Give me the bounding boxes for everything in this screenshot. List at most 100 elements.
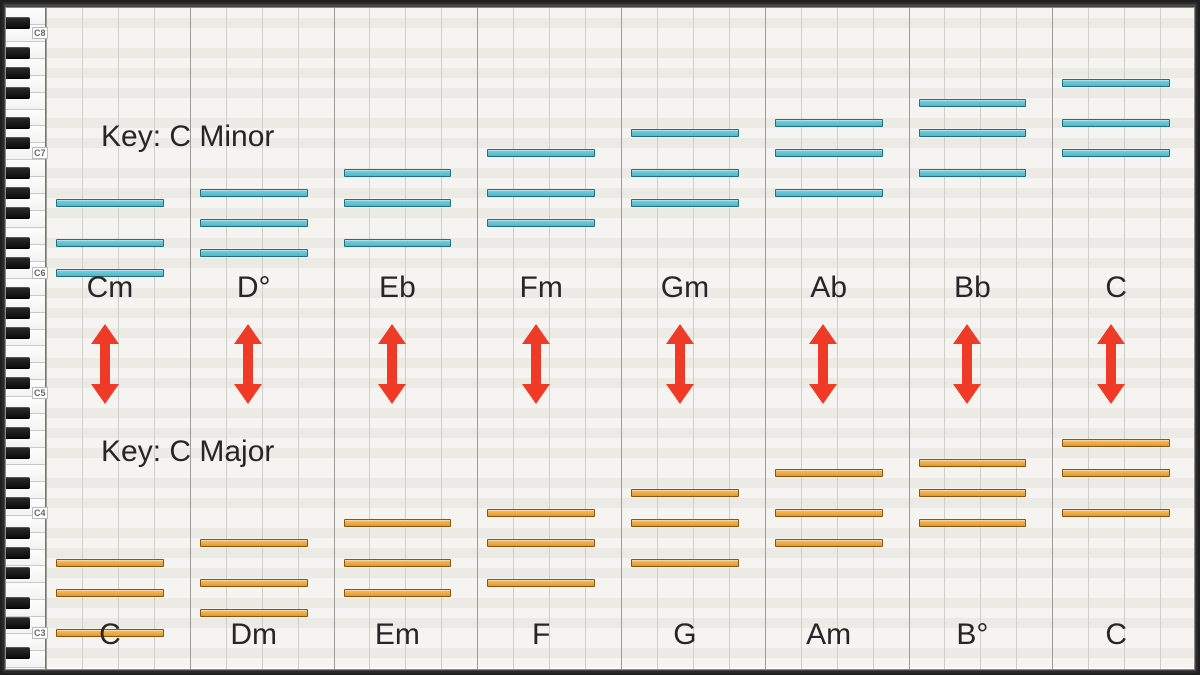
grid-row	[46, 18, 1194, 28]
midi-note[interactable]	[56, 239, 164, 247]
octave-label: C4	[32, 507, 48, 519]
midi-note[interactable]	[631, 559, 739, 567]
black-key[interactable]	[6, 327, 30, 339]
gridline	[1088, 8, 1089, 669]
black-key[interactable]	[6, 497, 30, 509]
midi-note[interactable]	[631, 169, 739, 177]
midi-note[interactable]	[631, 519, 739, 527]
swap-arrow-icon	[234, 324, 262, 404]
piano-roll-grid[interactable]: CmD°EbFmGmAbBbCCDmEmFGAmB°CKey: C MinorK…	[46, 8, 1194, 669]
grid-row	[46, 528, 1194, 538]
black-key[interactable]	[6, 187, 30, 199]
black-key[interactable]	[6, 567, 30, 579]
midi-note[interactable]	[344, 519, 452, 527]
black-key[interactable]	[6, 547, 30, 559]
black-key[interactable]	[6, 427, 30, 439]
grid-row	[46, 358, 1194, 368]
swap-arrow-icon	[953, 324, 981, 404]
black-key[interactable]	[6, 597, 30, 609]
black-key[interactable]	[6, 67, 30, 79]
midi-note[interactable]	[344, 199, 452, 207]
midi-note[interactable]	[919, 99, 1027, 107]
black-key[interactable]	[6, 617, 30, 629]
black-key[interactable]	[6, 647, 30, 659]
midi-note[interactable]	[487, 189, 595, 197]
midi-note[interactable]	[200, 249, 308, 257]
midi-note[interactable]	[56, 199, 164, 207]
grid-row	[46, 298, 1194, 308]
midi-note[interactable]	[919, 519, 1027, 527]
chord-label: F	[532, 618, 550, 652]
midi-note[interactable]	[1062, 79, 1170, 87]
midi-note[interactable]	[1062, 149, 1170, 157]
grid-row	[46, 58, 1194, 68]
black-key[interactable]	[6, 137, 30, 149]
gridline	[334, 8, 335, 669]
midi-note[interactable]	[631, 129, 739, 137]
black-key[interactable]	[6, 17, 30, 29]
midi-note[interactable]	[344, 589, 452, 597]
editor-content: C3C4C5C6C7C8 CmD°EbFmGmAbBbCCDmEmFGAmB°C…	[5, 7, 1195, 670]
grid-row	[46, 418, 1194, 428]
midi-note[interactable]	[919, 169, 1027, 177]
gridline	[621, 8, 622, 669]
piano-keyboard[interactable]: C3C4C5C6C7C8	[6, 8, 46, 669]
midi-note[interactable]	[487, 579, 595, 587]
grid-row	[46, 468, 1194, 478]
black-key[interactable]	[6, 407, 30, 419]
midi-note[interactable]	[56, 559, 164, 567]
midi-note[interactable]	[775, 509, 883, 517]
black-key[interactable]	[6, 527, 30, 539]
midi-note[interactable]	[344, 239, 452, 247]
swap-arrow-icon	[666, 324, 694, 404]
black-key[interactable]	[6, 207, 30, 219]
midi-note[interactable]	[1062, 439, 1170, 447]
octave-label: C5	[32, 387, 48, 399]
midi-note[interactable]	[487, 149, 595, 157]
midi-note[interactable]	[775, 119, 883, 127]
midi-note[interactable]	[487, 509, 595, 517]
midi-note[interactable]	[631, 199, 739, 207]
midi-note[interactable]	[200, 609, 308, 617]
gridline	[1016, 8, 1017, 669]
midi-note[interactable]	[919, 489, 1027, 497]
midi-note[interactable]	[919, 129, 1027, 137]
midi-note[interactable]	[487, 539, 595, 547]
midi-note[interactable]	[1062, 509, 1170, 517]
midi-note[interactable]	[344, 559, 452, 567]
black-key[interactable]	[6, 237, 30, 249]
black-key[interactable]	[6, 87, 30, 99]
midi-note[interactable]	[200, 189, 308, 197]
black-key[interactable]	[6, 167, 30, 179]
grid-row	[46, 378, 1194, 388]
black-key[interactable]	[6, 307, 30, 319]
midi-note[interactable]	[1062, 469, 1170, 477]
black-key[interactable]	[6, 47, 30, 59]
black-key[interactable]	[6, 377, 30, 389]
octave-label: C8	[32, 27, 48, 39]
midi-note[interactable]	[775, 469, 883, 477]
midi-note[interactable]	[919, 459, 1027, 467]
midi-note[interactable]	[775, 149, 883, 157]
midi-note[interactable]	[775, 189, 883, 197]
black-key[interactable]	[6, 357, 30, 369]
grid-row	[46, 638, 1194, 648]
midi-note[interactable]	[487, 219, 595, 227]
midi-note[interactable]	[1062, 119, 1170, 127]
midi-note[interactable]	[56, 589, 164, 597]
black-key[interactable]	[6, 447, 30, 459]
midi-note[interactable]	[200, 579, 308, 587]
midi-note[interactable]	[200, 219, 308, 227]
black-key[interactable]	[6, 477, 30, 489]
grid-row	[46, 258, 1194, 268]
black-key[interactable]	[6, 257, 30, 269]
midi-note[interactable]	[631, 489, 739, 497]
gridline	[82, 8, 83, 669]
midi-note[interactable]	[200, 539, 308, 547]
gridline	[477, 8, 478, 669]
midi-note[interactable]	[344, 169, 452, 177]
midi-note[interactable]	[775, 539, 883, 547]
black-key[interactable]	[6, 117, 30, 129]
black-key[interactable]	[6, 287, 30, 299]
swap-arrow-icon	[809, 324, 837, 404]
